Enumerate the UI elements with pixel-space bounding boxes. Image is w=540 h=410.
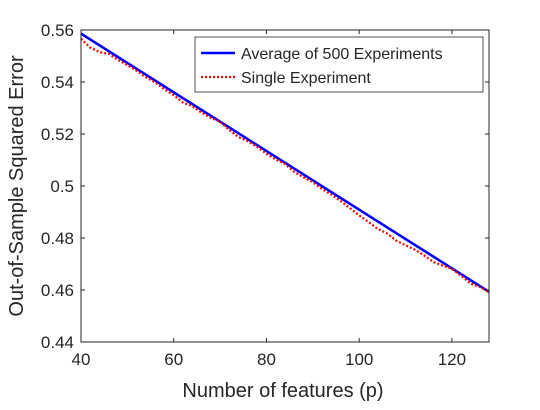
legend-box <box>194 36 484 93</box>
y-axis-label: Out-of-Sample Squared Error <box>6 55 28 317</box>
x-tick-label: 120 <box>438 350 466 369</box>
y-tick-label: 0.48 <box>41 229 74 248</box>
series-line-single-experiment <box>80 37 490 294</box>
y-tick-label: 0.46 <box>41 281 74 300</box>
legend-label-2: Single Experiment <box>241 70 371 87</box>
x-tick-label: 60 <box>164 350 183 369</box>
y-tick-label: 0.54 <box>41 73 74 92</box>
x-tick-label: 40 <box>72 350 91 369</box>
y-tick-label: 0.5 <box>50 177 74 196</box>
x-tick-label: 100 <box>345 350 373 369</box>
y-tick-label: 0.56 <box>41 21 74 40</box>
y-tick-label: 0.52 <box>41 125 74 144</box>
x-tick-label: 80 <box>257 350 276 369</box>
y-tick-label: 0.44 <box>41 333 74 352</box>
x-axis-label: Number of features (p) <box>182 380 383 402</box>
legend-label-1: Average of 500 Experiments <box>241 46 443 63</box>
